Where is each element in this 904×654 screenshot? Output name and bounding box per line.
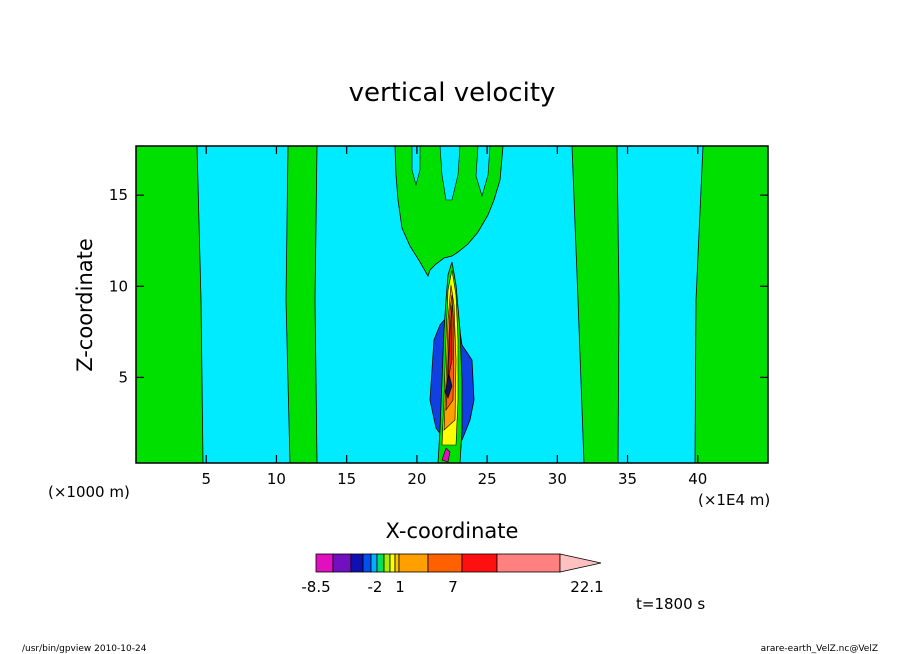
colorbar-arrow bbox=[559, 553, 602, 573]
x-scale-label: (×1E4 m) bbox=[698, 491, 770, 509]
core-red bbox=[447, 304, 453, 381]
x-axis-label: X-coordinate bbox=[386, 519, 519, 543]
colorbar-segment bbox=[496, 553, 561, 573]
colorbar-segment bbox=[362, 553, 372, 573]
x-tick-label: 25 bbox=[478, 470, 497, 488]
colorbar-label: -2 bbox=[368, 578, 383, 596]
green-band-center-left bbox=[285, 145, 318, 464]
x-tick-label: 20 bbox=[407, 470, 426, 488]
x-tick-label: 10 bbox=[267, 470, 286, 488]
y-axis: 5 10 15 bbox=[109, 186, 768, 386]
plot-area bbox=[135, 145, 769, 464]
colorbar-segment bbox=[394, 553, 400, 573]
colorbar-segment bbox=[398, 553, 429, 573]
x-tick-label: 40 bbox=[688, 470, 707, 488]
colorbar-label: 22.1 bbox=[570, 578, 603, 596]
footer-right: arare-earth_VelZ.nc@VelZ bbox=[761, 644, 878, 654]
colorbar-segment bbox=[389, 553, 396, 573]
colorbar-label: 7 bbox=[448, 578, 458, 596]
time-label: t=1800 s bbox=[636, 595, 705, 613]
y-tick-label: 10 bbox=[109, 277, 128, 295]
chart-title: vertical velocity bbox=[349, 78, 556, 108]
colorbar-segment bbox=[461, 553, 498, 573]
colorbar-segment bbox=[383, 553, 391, 573]
footer-left: /usr/bin/gpview 2010-10-24 bbox=[22, 644, 147, 654]
colorbar-segment bbox=[376, 553, 385, 573]
colorbar-segment bbox=[350, 553, 364, 573]
colorbar-segment bbox=[315, 553, 334, 573]
green-band-left bbox=[135, 145, 204, 464]
x-tick-label: 30 bbox=[548, 470, 567, 488]
y-axis-label: Z-coordinate bbox=[73, 238, 97, 372]
green-band-right bbox=[694, 145, 769, 464]
x-tick-label: 5 bbox=[201, 470, 211, 488]
colorbar-labels: -8.5 -2 1 7 22.1 bbox=[301, 578, 603, 596]
plot-frame bbox=[135, 145, 769, 464]
colorbar bbox=[315, 553, 602, 573]
upper-plume bbox=[394, 145, 504, 277]
colorbar-segment bbox=[332, 553, 352, 573]
core-magenta bbox=[441, 447, 451, 463]
x-tick-label: 15 bbox=[337, 470, 356, 488]
colorbar-segment bbox=[370, 553, 378, 573]
core-dark-blob bbox=[444, 373, 453, 399]
colorbar-segment bbox=[427, 553, 463, 573]
x-unit-label: (×1000 m) bbox=[48, 483, 130, 501]
colorbar-label: -8.5 bbox=[301, 578, 330, 596]
colorbar-label: 1 bbox=[395, 578, 405, 596]
y-tick-label: 15 bbox=[109, 186, 128, 204]
x-axis: 5 10 15 20 25 30 35 40 bbox=[201, 146, 707, 488]
x-tick-label: 35 bbox=[618, 470, 637, 488]
y-tick-label: 5 bbox=[118, 368, 128, 386]
